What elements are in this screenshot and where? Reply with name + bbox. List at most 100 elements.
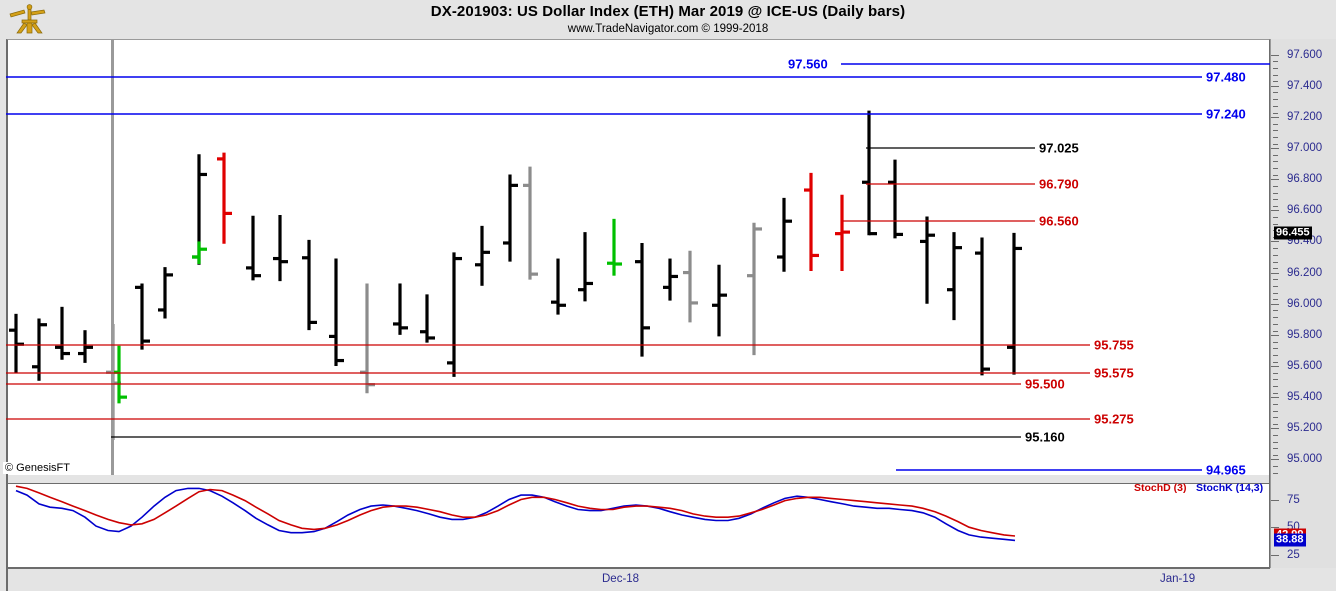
price-axis-minor-tick bbox=[1273, 216, 1278, 218]
annotation-price-label[interactable]: 95.275 bbox=[1094, 411, 1134, 427]
ohlc-bar bbox=[663, 258, 678, 301]
stoch-axis-tick bbox=[1271, 499, 1279, 501]
ohlc-bar bbox=[503, 174, 518, 262]
price-axis-minor-tick bbox=[1273, 223, 1278, 225]
price-axis-minor-tick bbox=[1273, 268, 1278, 270]
annotation-price-label[interactable]: 96.790 bbox=[1039, 176, 1079, 192]
price-axis-minor-tick bbox=[1273, 130, 1278, 132]
stoch-legend-item[interactable]: StochK (14,3) bbox=[1196, 482, 1264, 494]
price-bars-svg bbox=[9, 110, 1022, 440]
ohlc-bar bbox=[578, 232, 593, 302]
price-axis-minor-tick bbox=[1273, 254, 1278, 256]
price-axis-tick bbox=[1271, 272, 1279, 274]
price-axis-label: 97.600 bbox=[1287, 48, 1323, 61]
ohlc-bar bbox=[475, 225, 490, 286]
ohlc-bar bbox=[302, 239, 317, 331]
stoch-axis-label: 25 bbox=[1287, 548, 1300, 561]
current-price-badge[interactable]: 96.455 bbox=[1274, 226, 1312, 240]
price-axis-minor-tick bbox=[1273, 417, 1278, 419]
price-axis-minor-tick bbox=[1273, 317, 1278, 319]
annotation-price-label[interactable]: 97.480 bbox=[1206, 69, 1246, 85]
price-axis-minor-tick bbox=[1273, 323, 1278, 325]
annotation-price-label[interactable]: 94.965 bbox=[1206, 462, 1246, 478]
price-axis-tick bbox=[1271, 303, 1279, 305]
price-axis-minor-tick bbox=[1273, 455, 1278, 457]
ohlc-bar bbox=[683, 250, 698, 323]
ohlc-bar bbox=[607, 218, 622, 276]
annotation-price-label[interactable]: 96.560 bbox=[1039, 213, 1079, 229]
ohlc-bar bbox=[192, 241, 207, 265]
price-axis-tick bbox=[1271, 85, 1279, 87]
date-axis-label: Dec-18 bbox=[602, 573, 640, 585]
price-axis-minor-tick bbox=[1273, 92, 1278, 94]
price-axis-minor-tick bbox=[1273, 448, 1278, 450]
annotation-price-label[interactable]: 97.240 bbox=[1206, 106, 1246, 122]
price-axis-minor-tick bbox=[1273, 136, 1278, 138]
price-axis-minor-tick bbox=[1273, 61, 1278, 63]
price-axis-tick bbox=[1271, 210, 1279, 212]
price-axis-minor-tick bbox=[1273, 285, 1278, 287]
price-axis-tick bbox=[1271, 241, 1279, 243]
ohlc-bar bbox=[420, 294, 435, 343]
price-axis-minor-tick bbox=[1273, 105, 1278, 107]
price-axis-tick bbox=[1271, 116, 1279, 118]
price-axis-label: 97.200 bbox=[1287, 110, 1323, 123]
price-axis-minor-tick bbox=[1273, 205, 1278, 207]
chart-subtitle: www.TradeNavigator.com © 1999-2018 bbox=[567, 23, 769, 35]
stoch-legend-item[interactable]: StochD (3) bbox=[1134, 482, 1187, 494]
ohlc-bar bbox=[862, 110, 877, 236]
ohlc-bar bbox=[273, 214, 288, 282]
price-axis-label: 95.800 bbox=[1287, 328, 1323, 341]
price-axis-label: 95.600 bbox=[1287, 360, 1323, 372]
annotation-price-label[interactable]: 95.755 bbox=[1094, 337, 1134, 353]
price-axis-minor-tick bbox=[1273, 81, 1278, 83]
price-axis-column[interactable]: 97.600 97.400 97.200 97.000 96.800 96.600 96.4… bbox=[1270, 39, 1336, 568]
annotation-price-label[interactable]: 97.025 bbox=[1039, 140, 1079, 156]
price-chart-panel[interactable] bbox=[6, 39, 1270, 475]
price-axis-minor-tick bbox=[1273, 168, 1278, 170]
ohlc-bar bbox=[635, 242, 650, 357]
ohlc-bar bbox=[55, 306, 70, 360]
annotation-price-label[interactable]: 97.560 bbox=[788, 56, 828, 72]
price-axis-tick bbox=[1271, 459, 1279, 461]
price-axis-minor-tick bbox=[1273, 354, 1278, 356]
price-axis-minor-tick bbox=[1273, 192, 1278, 194]
price-axis-tick bbox=[1271, 397, 1279, 399]
price-axis-minor-tick bbox=[1273, 154, 1278, 156]
annotation-price-label[interactable]: 95.575 bbox=[1094, 365, 1134, 381]
price-axis-minor-tick bbox=[1273, 261, 1278, 263]
ohlc-bar bbox=[360, 283, 375, 394]
stoch-value-badge[interactable]: 38.88 bbox=[1274, 533, 1306, 547]
price-axis-minor-tick bbox=[1273, 299, 1278, 301]
annotation-price-label[interactable]: 95.160 bbox=[1025, 429, 1065, 445]
stochastic-indicator-panel[interactable] bbox=[6, 483, 1270, 568]
price-axis-minor-tick bbox=[1273, 248, 1278, 250]
price-axis-minor-tick bbox=[1273, 341, 1278, 343]
date-axis-label: Jan-19 bbox=[1160, 573, 1196, 585]
price-axis-tick bbox=[1271, 366, 1279, 367]
price-axis-minor-tick bbox=[1273, 423, 1278, 425]
ohlc-bar bbox=[712, 264, 727, 337]
ohlc-bar bbox=[217, 152, 232, 244]
crosshair-cursor-line[interactable] bbox=[111, 39, 114, 475]
price-axis-minor-tick bbox=[1273, 185, 1278, 187]
price-axis-minor-tick bbox=[1273, 386, 1278, 388]
price-axis-minor-tick bbox=[1273, 348, 1278, 350]
stoch-axis-tick bbox=[1271, 554, 1279, 556]
price-axis-label: 95.000 bbox=[1287, 453, 1323, 466]
ohlc-bar bbox=[32, 318, 47, 381]
ohlc-bar bbox=[9, 313, 24, 374]
surveyor-transit-logo-icon bbox=[4, 2, 50, 36]
price-axis-minor-tick bbox=[1273, 199, 1278, 201]
annotation-price-label[interactable]: 95.500 bbox=[1025, 376, 1065, 392]
price-axis-label: 96.600 bbox=[1287, 204, 1323, 217]
ohlc-bar bbox=[920, 216, 935, 304]
ohlc-bar bbox=[78, 330, 93, 363]
price-axis-tick bbox=[1271, 179, 1279, 181]
price-axis-label: 96.800 bbox=[1287, 173, 1323, 186]
price-axis-minor-tick bbox=[1273, 123, 1278, 125]
price-axis-minor-tick bbox=[1273, 112, 1278, 114]
stoch-axis-label: 75 bbox=[1287, 493, 1300, 506]
ohlc-bar bbox=[747, 222, 762, 356]
